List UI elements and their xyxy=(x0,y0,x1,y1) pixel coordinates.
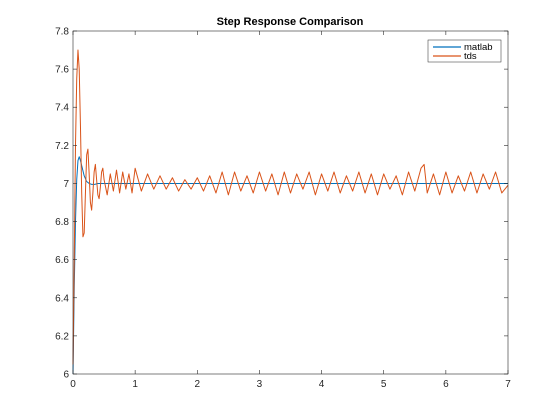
y-tick-label: 7.2 xyxy=(55,141,69,152)
y-tick-label: 7.4 xyxy=(55,103,69,114)
y-tick-label: 7 xyxy=(63,179,69,190)
axes-box xyxy=(72,30,509,375)
y-tick-label: 6.2 xyxy=(55,331,69,342)
legend: matlab tds xyxy=(427,39,502,63)
x-tick-label: 6 xyxy=(443,379,449,390)
x-tick-label: 5 xyxy=(381,379,387,390)
y-tick-label: 6.6 xyxy=(55,255,69,266)
x-tick-label: 2 xyxy=(195,379,201,390)
legend-label-tds: tds xyxy=(464,51,477,62)
legend-label-matlab: matlab xyxy=(464,42,493,53)
y-tick-label: 6 xyxy=(63,370,69,381)
y-tick-label: 7.8 xyxy=(55,27,69,38)
x-tick-label: 4 xyxy=(319,379,325,390)
series-line-matlab xyxy=(72,156,508,375)
y-tick-label: 6.4 xyxy=(55,293,69,304)
x-tick-label: 0 xyxy=(70,379,76,390)
x-tick-label: 7 xyxy=(505,379,511,390)
y-tick-label: 7.6 xyxy=(55,65,69,76)
tick-layer: 0 1 2 3 4 5 6 7 6 6.2 6.4 6.6 6.8 7 7.2 7.4 7.6 7.8 xyxy=(55,27,511,391)
x-tick-label: 1 xyxy=(132,379,138,390)
chart-title: Step Response Comparison xyxy=(217,16,364,28)
x-tick-label: 3 xyxy=(257,379,263,390)
series-layer xyxy=(72,49,509,375)
axes-background xyxy=(73,31,508,374)
y-tick-label: 6.8 xyxy=(55,217,69,228)
series-line-tds xyxy=(72,49,509,365)
plot-area: 0 1 2 3 4 5 6 7 6 6.2 6.4 6.6 6.8 7 7.2 7.4 7.6 7.8 xyxy=(55,27,511,391)
